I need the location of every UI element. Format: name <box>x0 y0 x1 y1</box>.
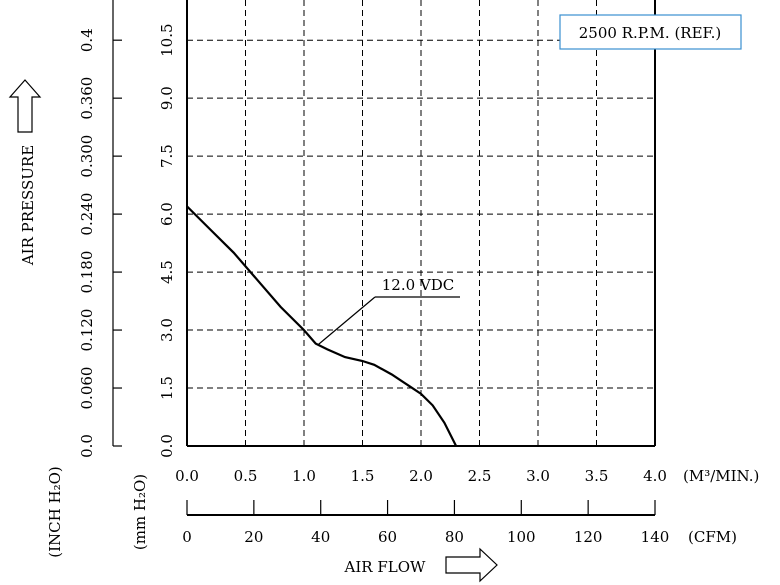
y-unit-mm: (mm H₂O) <box>131 474 149 550</box>
x-tick-label-m3: 1.0 <box>292 467 316 485</box>
x-tick-label-cfm: 0 <box>182 528 192 546</box>
y-tick-label-inch: 0.4 <box>78 28 96 52</box>
right-arrow-icon <box>445 547 498 583</box>
y-tick-label-mm: 0.0 <box>158 434 176 458</box>
y-tick-label-mm: 7.5 <box>158 144 176 168</box>
x-tick-label-cfm: 40 <box>311 528 330 546</box>
x-tick-label-cfm: 20 <box>244 528 263 546</box>
rpm-label: 2500 R.P.M. (REF.) <box>579 24 722 42</box>
x-tick-label-m3: 0.5 <box>234 467 258 485</box>
y-tick-label-inch: 0.360 <box>78 77 96 120</box>
y-axis-title: AIR PRESSURE <box>19 145 37 266</box>
x-unit-cfm: (CFM) <box>688 528 737 546</box>
x-tick-label-m3: 3.0 <box>526 467 550 485</box>
y-unit-inch: (INCH H₂O) <box>46 466 64 557</box>
x-tick-label-m3: 3.5 <box>585 467 609 485</box>
x-tick-label-cfm: 60 <box>378 528 397 546</box>
y-tick-label-mm: 9.0 <box>158 86 176 110</box>
axes <box>112 0 656 516</box>
series-leader-line <box>317 296 376 346</box>
y-tick-label-mm: 1.5 <box>158 376 176 400</box>
x-tick-label-m3: 2.5 <box>468 467 492 485</box>
curve-layer <box>186 205 460 447</box>
y-tick-label-mm: 6.0 <box>158 202 176 226</box>
y-tick-label-inch: 0.060 <box>78 367 96 410</box>
y-tick-label-inch: 0.180 <box>78 251 96 294</box>
y-tick-label-mm: 3.0 <box>158 318 176 342</box>
y-tick-label-inch: 0.300 <box>78 135 96 178</box>
up-arrow-icon <box>8 79 42 133</box>
x-tick-label-m3: 4.0 <box>643 467 667 485</box>
x-tick-label-m3: 1.5 <box>351 467 375 485</box>
x-unit-m3: (M³/MIN.) <box>683 467 759 485</box>
labels: 0.0 0.5 1.0 1.5 2.0 2.5 3.0 3.5 4.0 0.0 0.0 1.5 0.06… <box>78 23 669 546</box>
grid <box>187 0 655 446</box>
x-tick-label-m3: 2.0 <box>409 467 433 485</box>
y-tick-label-mm: 4.5 <box>158 260 176 284</box>
series-line-12vdc <box>186 205 458 447</box>
x-tick-label-cfm: 140 <box>641 528 670 546</box>
rpm-box <box>559 14 742 50</box>
x-tick-label-cfm: 80 <box>445 528 464 546</box>
series-label: 12.0 VDC <box>382 276 455 294</box>
x-axis-title: AIR FLOW <box>344 558 426 576</box>
y-tick-label-inch: 0.0 <box>78 434 96 458</box>
y-tick-label-inch: 0.240 <box>78 193 96 236</box>
y-tick-label-inch: 0.120 <box>78 309 96 352</box>
x-tick-label-m3: 0.0 <box>175 467 199 485</box>
x-tick-label-cfm: 120 <box>574 528 603 546</box>
y-tick-label-mm: 10.5 <box>158 23 176 56</box>
x-tick-label-cfm: 100 <box>507 528 536 546</box>
